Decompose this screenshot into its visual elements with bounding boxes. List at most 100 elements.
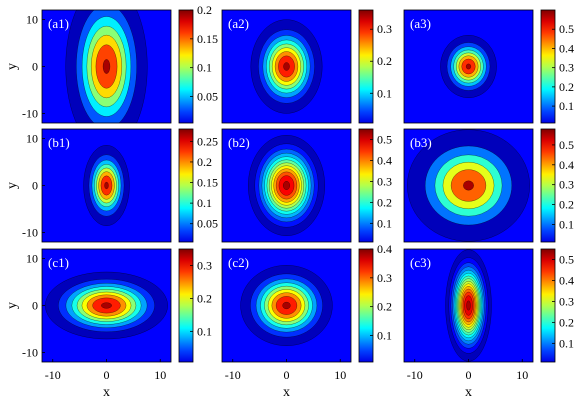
colorbar-tick-label: 0.15 xyxy=(197,32,218,46)
contour-band xyxy=(101,302,112,309)
contour-band xyxy=(465,63,472,70)
panel-label: (c3) xyxy=(410,255,431,270)
colorbar-tick-label: 0.5 xyxy=(559,22,574,36)
colorbar-tick-label: 0.2 xyxy=(197,291,212,305)
x-tick-label: 10 xyxy=(154,368,166,382)
colorbar-tick-label: 0.05 xyxy=(197,89,218,103)
x-tick-label: 0 xyxy=(104,368,110,382)
panel-frame xyxy=(403,9,534,124)
panel-a2: (a2) 0.3 0.2 0.1 xyxy=(221,9,392,124)
contour-group xyxy=(445,249,492,362)
colorbar xyxy=(358,248,374,363)
colorbar-tick-label: 0.1 xyxy=(377,216,392,230)
colorbar-tick-label: 0.3 xyxy=(377,271,392,285)
colorbar-tick-label: 0.1 xyxy=(197,61,212,75)
y-tick-label: -10 xyxy=(22,346,38,360)
contour-band xyxy=(463,180,474,191)
panel-frame xyxy=(221,128,352,243)
panel-b1: (b1) 0.25 0.2 0.15 0.1 0.05 10 0 -10 y xyxy=(5,128,218,243)
colorbar-tick-label: 0.5 xyxy=(377,132,392,146)
y-tick-label: 0 xyxy=(32,179,38,193)
y-tick-label: 0 xyxy=(32,299,38,313)
panel-label: (a1) xyxy=(48,16,69,31)
colorbar-tick-label: 0.2 xyxy=(559,315,574,329)
y-tick-label: 0 xyxy=(32,60,38,74)
contour-band xyxy=(102,59,111,74)
colorbar-tick-label: 0.4 xyxy=(377,153,392,167)
y-tick-label: -10 xyxy=(22,226,38,240)
x-tick-label: 10 xyxy=(516,368,528,382)
panel-frame xyxy=(221,9,352,124)
colorbar-tick-label: 0.1 xyxy=(559,99,574,113)
y-axis-label: y xyxy=(5,63,20,70)
y-tick-label: -10 xyxy=(22,107,38,121)
panel-label: (a3) xyxy=(410,16,431,31)
colorbar-tick-label: 0.1 xyxy=(559,336,574,350)
colorbar-tick-label: 0.3 xyxy=(377,22,392,36)
contour-group xyxy=(250,19,323,114)
colorbar-tick-label: 0.1 xyxy=(197,324,212,338)
colorbar xyxy=(178,128,194,243)
colorbar-tick-label: 0.2 xyxy=(197,3,212,17)
x-tick-label: 0 xyxy=(284,368,290,382)
colorbar-tick-label: 0.3 xyxy=(559,178,574,192)
panel-label: (b2) xyxy=(228,135,250,150)
panel-a1: (a1) 0.2 0.15 0.1 0.05 10 0 -10 y xyxy=(5,3,218,124)
panel-c1: (c1) 0.3 0.2 0.1 10 0 -10 y -10 0 10 x xyxy=(5,248,212,400)
x-axis-label: x xyxy=(465,385,472,400)
x-axis-label: x xyxy=(103,385,110,400)
colorbar-tick-label: 0.15 xyxy=(197,176,218,190)
contour-band xyxy=(282,301,291,310)
colorbar-tick-label: 0.3 xyxy=(559,61,574,75)
panel-c3: (c3) 0.5 0.4 0.3 0.2 0.1 -10 0 10 x xyxy=(403,248,574,400)
colorbar-tick-label: 0.2 xyxy=(559,80,574,94)
contour-group xyxy=(83,145,130,226)
y-tick-label: 10 xyxy=(26,12,38,26)
colorbar-tick-label: 0.2 xyxy=(377,195,392,209)
y-tick-label: 10 xyxy=(26,251,38,265)
x-axis-label: x xyxy=(283,385,290,400)
x-tick-label: -10 xyxy=(45,368,61,382)
colorbar-tick-label: 0.4 xyxy=(559,41,574,55)
contour-group xyxy=(65,10,148,123)
panel-label: (c2) xyxy=(228,255,249,270)
colorbar-tick-label: 0.3 xyxy=(559,294,574,308)
panel-label: (c1) xyxy=(48,255,69,270)
colorbar xyxy=(358,128,374,243)
colorbar-tick-label: 0.1 xyxy=(197,196,212,210)
x-tick-label: -10 xyxy=(407,368,423,382)
colorbar-tick-label: 0.2 xyxy=(197,155,212,169)
colorbar-tick-label: 0.4 xyxy=(559,273,574,287)
colorbar-tick-label: 0.5 xyxy=(559,138,574,152)
colorbar xyxy=(178,9,194,124)
colorbar-tick-label: 0.05 xyxy=(197,217,218,231)
contour-group xyxy=(407,129,530,242)
y-axis-label: y xyxy=(5,302,20,309)
colorbar xyxy=(540,9,556,124)
panel-frame xyxy=(403,128,534,243)
x-tick-label: 0 xyxy=(466,368,472,382)
contour-band xyxy=(466,300,471,311)
contour-band xyxy=(104,181,109,190)
colorbar-tick-label: 0.3 xyxy=(377,174,392,188)
colorbar-tick-label: 0.2 xyxy=(377,300,392,314)
colorbar-tick-label: 0.1 xyxy=(377,86,392,100)
x-tick-label: -10 xyxy=(225,368,241,382)
y-axis-label: y xyxy=(5,182,20,189)
contour-group xyxy=(440,34,497,99)
colorbar-tick-label: 0.2 xyxy=(377,54,392,68)
colorbar-tick-label: 0.4 xyxy=(377,242,392,256)
contour-group xyxy=(240,265,333,346)
contour-band xyxy=(283,62,290,71)
contour-band xyxy=(283,180,290,191)
panel-c2: (c2) 0.4 0.3 0.2 0.1 -10 0 10 x xyxy=(221,242,392,400)
colorbar xyxy=(178,248,194,363)
colorbar xyxy=(540,128,556,243)
colorbar xyxy=(358,9,374,124)
panel-label: (a2) xyxy=(228,16,249,31)
panel-a3: (a3) 0.5 0.4 0.3 0.2 0.1 xyxy=(403,9,574,124)
contour-group xyxy=(45,271,168,340)
panel-b2: (b2) 0.5 0.4 0.3 0.2 0.1 xyxy=(221,128,392,243)
y-tick-label: 10 xyxy=(26,131,38,145)
